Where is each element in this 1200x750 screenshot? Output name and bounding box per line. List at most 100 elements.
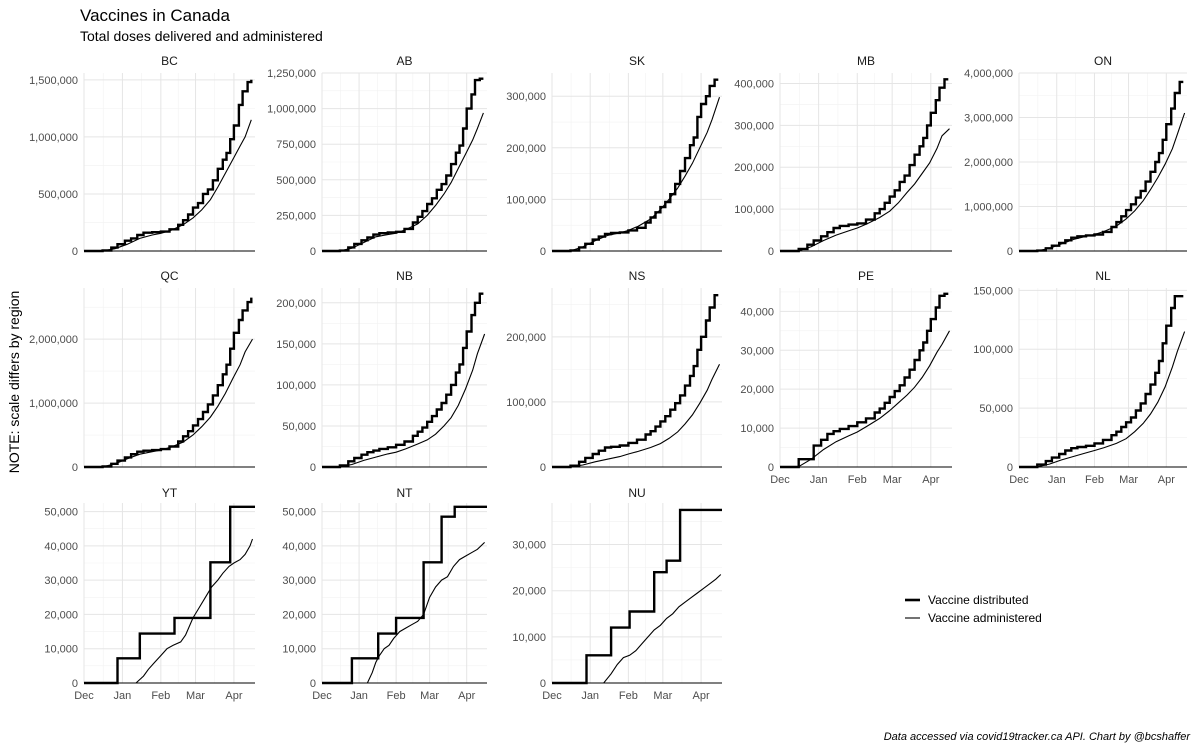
x-tick-label: Mar xyxy=(420,690,439,702)
x-tick-label: Jan xyxy=(810,474,828,486)
y-tick-label: 30,000 xyxy=(740,345,774,357)
panel-title: YT xyxy=(162,486,178,500)
y-tick-label: 200,000 xyxy=(506,332,546,344)
y-tick-label: 0 xyxy=(72,246,78,258)
panel-title: AB xyxy=(396,54,412,68)
series-line-distributed xyxy=(780,78,949,253)
y-tick-label: 20,000 xyxy=(740,384,774,396)
y-tick-label: 2,000,000 xyxy=(964,157,1013,169)
y-tick-label: 1,000,000 xyxy=(29,132,78,144)
y-tick-label: 300,000 xyxy=(506,91,546,103)
x-tick-label: Feb xyxy=(151,690,170,702)
y-tick-label: 0 xyxy=(1007,462,1013,474)
y-tick-label: 20,000 xyxy=(512,586,546,598)
legend-label-administered: Vaccine administered xyxy=(928,611,1042,625)
series-line-administered xyxy=(1018,112,1186,252)
panel-title: BC xyxy=(161,54,178,68)
series-line-distributed xyxy=(1019,80,1184,253)
series-line-distributed xyxy=(552,294,719,469)
y-tick-label: 50,000 xyxy=(44,507,78,519)
series-line-administered xyxy=(779,128,950,252)
y-tick-label: 0 xyxy=(310,246,316,258)
series-line-administered xyxy=(321,333,486,468)
x-tick-label: Jan xyxy=(581,690,599,702)
panel-on: 0 1,000,000 2,000,000 3,000,000 4,000,000 ON xyxy=(964,54,1187,258)
y-tick-label: 300,000 xyxy=(734,120,774,132)
y-tick-label: 100,000 xyxy=(734,204,774,216)
panel-title: MB xyxy=(857,54,875,68)
x-tick-label: Jan xyxy=(1048,474,1066,486)
panel-title: NL xyxy=(1095,269,1111,283)
series-line-administered xyxy=(551,97,721,252)
y-tick-label: 30,000 xyxy=(44,575,78,587)
y-tick-label: 40,000 xyxy=(282,541,316,553)
y-tick-label: 1,000,000 xyxy=(267,104,316,116)
panel-title: NB xyxy=(396,269,413,283)
series-line-distributed xyxy=(780,292,949,469)
series-line-administered xyxy=(551,363,720,468)
y-tick-label: 2,000,000 xyxy=(29,334,78,346)
y-tick-label: 0 xyxy=(72,462,78,474)
series-line-administered xyxy=(779,330,950,468)
series-line-distributed xyxy=(1019,295,1184,469)
panel-nb: 0 50,000 100,000 150,000 200,000 NB xyxy=(276,269,487,474)
panel-yt: 0 10,000 20,000 30,000 40,000 50,000 Dec Jan Feb… xyxy=(44,486,255,702)
panel-title: QC xyxy=(161,269,179,283)
y-tick-label: 50,000 xyxy=(282,507,316,519)
y-tick-label: 0 xyxy=(72,678,78,690)
x-tick-label: Jan xyxy=(350,690,368,702)
series-line-administered xyxy=(322,542,485,684)
series-line-administered xyxy=(83,119,252,252)
panel-title: NU xyxy=(628,486,645,500)
series-line-administered xyxy=(1018,331,1186,468)
chart-title: Vaccines in Canada xyxy=(80,6,230,25)
y-tick-label: 40,000 xyxy=(740,306,774,318)
panel-pe: 0 10,000 20,000 30,000 40,000 Dec Jan Feb Mar Apr… xyxy=(740,269,952,486)
x-tick-label: Jan xyxy=(114,690,132,702)
y-tick-label: 10,000 xyxy=(512,632,546,644)
legend: Vaccine distributed Vaccine administered xyxy=(905,593,1042,625)
y-tick-label: 150,000 xyxy=(276,339,316,351)
y-tick-label: 750,000 xyxy=(276,139,316,151)
y-tick-label: 250,000 xyxy=(276,210,316,222)
y-tick-label: 20,000 xyxy=(282,609,316,621)
series-line-administered xyxy=(552,574,722,684)
x-tick-label: Dec xyxy=(542,690,562,702)
panel-nl: 0 50,000 100,000 150,000 Dec Jan Feb Mar Apr NL xyxy=(973,269,1187,486)
x-tick-label: Feb xyxy=(848,474,867,486)
series-line-distributed xyxy=(84,505,255,685)
x-tick-label: Feb xyxy=(619,690,638,702)
panel-nt: 0 10,000 20,000 30,000 40,000 50,000 Dec Jan Feb… xyxy=(282,486,487,702)
y-tick-label: 50,000 xyxy=(282,421,316,433)
series-line-distributed xyxy=(84,297,253,469)
y-tick-label: 0 xyxy=(310,462,316,474)
y-tick-label: 200,000 xyxy=(506,143,546,155)
y-tick-label: 100,000 xyxy=(506,194,546,206)
x-tick-label: Apr xyxy=(692,690,709,702)
y-tick-label: 0 xyxy=(768,462,774,474)
y-tick-label: 200,000 xyxy=(276,298,316,310)
x-tick-label: Mar xyxy=(186,690,205,702)
panel-mb: 0 100,000 200,000 300,000 400,000 MB xyxy=(734,54,952,258)
y-tick-label: 100,000 xyxy=(276,380,316,392)
x-tick-label: Mar xyxy=(653,690,672,702)
y-tick-label: 0 xyxy=(768,246,774,258)
y-tick-label: 1,250,000 xyxy=(267,68,316,80)
y-tick-label: 0 xyxy=(1007,246,1013,258)
y-tick-label: 20,000 xyxy=(44,609,78,621)
y-tick-label: 10,000 xyxy=(740,423,774,435)
panel-title: NT xyxy=(397,486,414,500)
panel-sk: 0 100,000 200,000 300,000 SK xyxy=(506,54,722,258)
y-tick-label: 0 xyxy=(310,678,316,690)
y-tick-label: 30,000 xyxy=(512,540,546,552)
panel-bc: 0 500,000 1,000,000 1,500,000 BC xyxy=(29,54,255,258)
x-tick-label: Apr xyxy=(922,474,939,486)
x-tick-label: Apr xyxy=(458,690,475,702)
x-tick-label: Dec xyxy=(770,474,790,486)
y-tick-label: 10,000 xyxy=(282,644,316,656)
x-tick-label: Mar xyxy=(1119,474,1138,486)
y-tick-label: 40,000 xyxy=(44,541,78,553)
panel-title: NS xyxy=(629,269,646,283)
panel-title: PE xyxy=(858,269,874,283)
